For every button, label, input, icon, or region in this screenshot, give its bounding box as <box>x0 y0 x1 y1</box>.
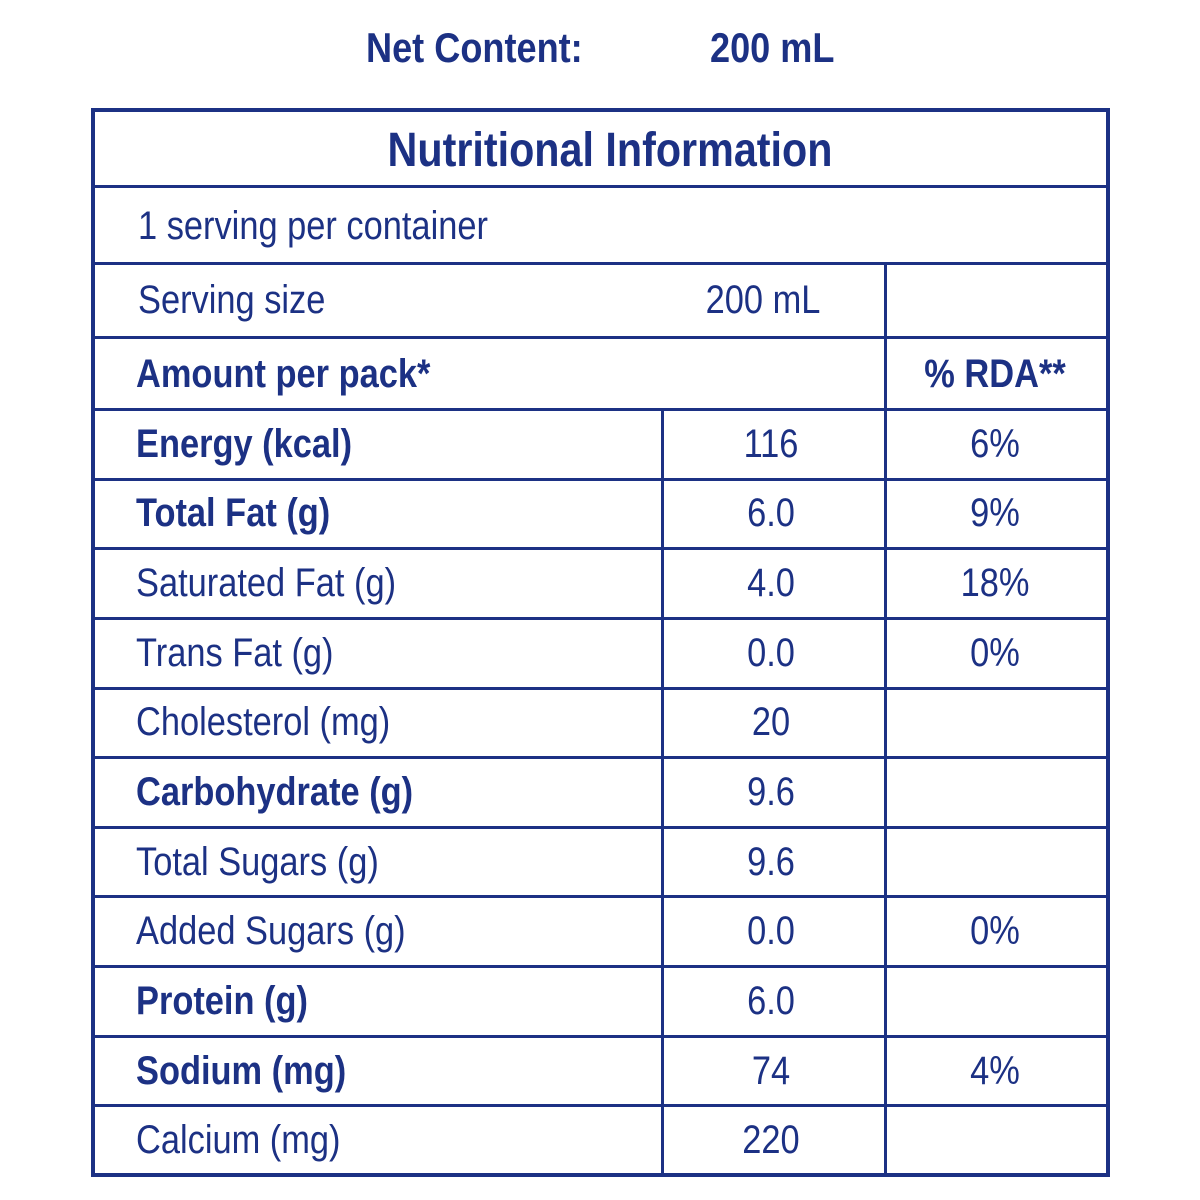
row-label: Added Sugars (g) <box>136 909 406 954</box>
serving-size-label: Serving size <box>138 278 326 322</box>
rule <box>93 686 1108 690</box>
column-rule <box>661 409 664 1175</box>
border <box>91 1173 1110 1177</box>
rda-header: % RDA** <box>924 352 1066 396</box>
row-label: Cholesterol (mg) <box>136 700 391 745</box>
row-amount: 6.0 <box>747 491 795 536</box>
row-amount: 116 <box>743 421 799 466</box>
rule <box>93 1034 1108 1038</box>
border <box>1106 108 1110 1177</box>
rule <box>93 756 1108 760</box>
row-amount: 4.0 <box>747 561 795 606</box>
row-rda: 4% <box>970 1048 1020 1093</box>
amount-header: Amount per pack* <box>136 352 431 396</box>
rule <box>93 616 1108 620</box>
column-rule <box>884 263 887 1175</box>
border <box>91 108 1110 112</box>
rule <box>93 1104 1108 1108</box>
row-rda: 9% <box>970 491 1020 536</box>
row-amount: 0.0 <box>747 630 795 675</box>
row-label: Protein (g) <box>136 978 308 1023</box>
rule <box>93 547 1108 551</box>
rule <box>93 965 1108 969</box>
serving-size-value: 200 mL <box>705 278 821 322</box>
row-rda: 18% <box>960 561 1030 606</box>
table-title: Nutritional Information <box>387 124 833 177</box>
row-amount: 220 <box>742 1118 800 1163</box>
row-amount: 74 <box>751 1048 791 1093</box>
rule <box>93 477 1108 481</box>
row-amount: 9.6 <box>747 839 795 884</box>
row-amount: 9.6 <box>747 770 795 814</box>
row-amount: 20 <box>751 700 791 745</box>
row-rda: 6% <box>970 421 1020 466</box>
rule <box>93 825 1108 829</box>
border <box>91 108 95 1177</box>
servings: 1 serving per container <box>138 204 488 248</box>
net-content-value: 200 mL <box>710 24 835 71</box>
net-content-label: Net Content: <box>366 24 583 71</box>
row-label: Trans Fat (g) <box>136 630 334 675</box>
row-label: Sodium (mg) <box>136 1048 347 1093</box>
row-rda: 0% <box>970 909 1020 954</box>
row-label: Calcium (mg) <box>136 1118 341 1163</box>
row-rda: 0% <box>970 630 1020 675</box>
rule <box>93 408 1108 411</box>
row-amount: 6.0 <box>747 978 795 1023</box>
rule <box>93 895 1108 899</box>
row-amount: 0.0 <box>747 909 795 954</box>
row-label: Carbohydrate (g) <box>136 770 414 814</box>
rule <box>93 185 1108 188</box>
row-label: Energy (kcal) <box>136 421 353 466</box>
row-label: Saturated Fat (g) <box>136 561 397 606</box>
row-label: Total Sugars (g) <box>136 839 379 884</box>
rule <box>93 336 1108 339</box>
row-label: Total Fat (g) <box>136 491 331 536</box>
rule <box>93 262 1108 265</box>
